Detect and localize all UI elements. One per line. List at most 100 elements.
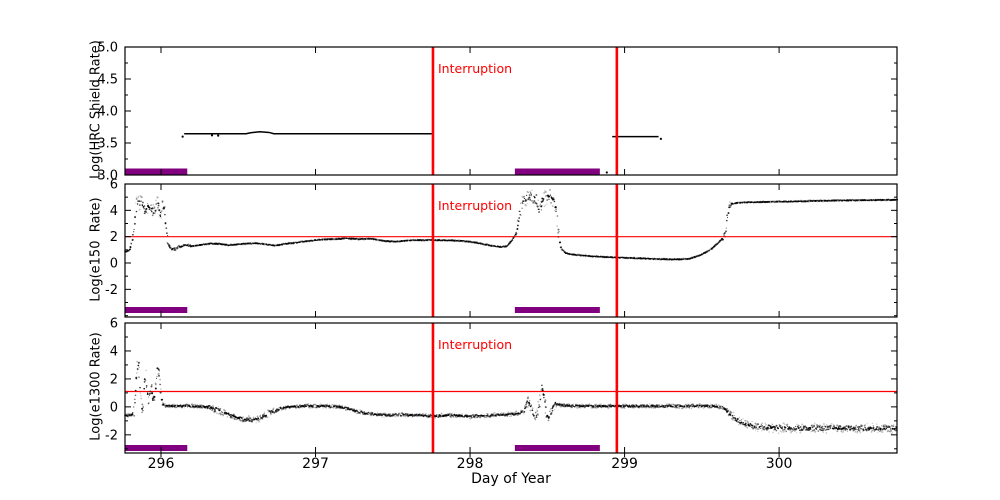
data-point: [718, 407, 721, 410]
data-point: [795, 432, 797, 434]
data-point: [515, 231, 517, 234]
data-point: [857, 199, 860, 201]
x-tick-label-298: 298: [457, 456, 484, 472]
data-point: [242, 416, 244, 418]
data-point: [741, 421, 743, 424]
data-point: [189, 407, 191, 409]
data-point: [145, 385, 148, 387]
data-point: [138, 376, 140, 378]
data-point: [314, 403, 316, 405]
data-point: [145, 369, 147, 372]
data-point: [742, 422, 745, 424]
data-point: [821, 200, 824, 202]
data-point: [549, 202, 552, 204]
data-point: [823, 429, 825, 431]
data-point: [471, 416, 473, 419]
data-point: [538, 394, 541, 397]
data-point: [542, 393, 545, 395]
data-point: [134, 216, 136, 219]
data-point: [836, 430, 839, 433]
data-point: [720, 405, 722, 407]
data-point: [555, 406, 557, 408]
data-point: [515, 232, 518, 235]
data-point: [835, 199, 837, 202]
data-point: [696, 255, 698, 257]
data-point: [595, 403, 598, 406]
data-point: [880, 431, 883, 433]
data-point: [544, 412, 547, 414]
data-point: [554, 401, 557, 404]
data-point: [856, 431, 859, 433]
data-point: [738, 201, 740, 203]
data-point: [295, 407, 298, 410]
data-point: [270, 412, 272, 415]
data-point: [307, 406, 310, 409]
support-bar: [514, 445, 600, 451]
data-point: [147, 396, 150, 398]
y-tick-label-6: 6: [110, 317, 118, 332]
data-point: [557, 231, 559, 234]
data-point: [542, 198, 545, 200]
data-point: [368, 414, 370, 416]
data-point: [268, 410, 271, 413]
data-point: [706, 250, 709, 253]
data-point: [187, 243, 189, 246]
data-point: [868, 199, 871, 202]
data-point: [846, 428, 849, 431]
data-point: [156, 202, 158, 204]
data-point: [755, 426, 758, 428]
data-point: [440, 413, 442, 415]
data-point: [533, 417, 536, 420]
data-point: [273, 244, 276, 247]
data-point: [371, 237, 373, 240]
data-point: [200, 405, 202, 407]
data-point: [337, 407, 339, 409]
data-point: [178, 244, 180, 247]
data-point: [790, 427, 792, 429]
data-point: [537, 199, 539, 201]
data-point: [701, 253, 704, 256]
data-point: [561, 403, 564, 406]
data-point: [718, 407, 720, 410]
data-point: [470, 414, 473, 417]
data-point: [403, 413, 405, 416]
data-point: [164, 405, 166, 408]
data-point: [613, 404, 615, 406]
data-point: [644, 406, 646, 408]
data-point: [154, 212, 156, 214]
data-point: [878, 426, 880, 428]
data-point: [557, 236, 560, 238]
data-point: [293, 242, 295, 244]
data-point: [568, 404, 571, 407]
data-point: [821, 427, 823, 430]
data-point: [856, 426, 859, 428]
data-point: [851, 199, 853, 201]
data-point: [815, 424, 817, 426]
data-point: [489, 415, 492, 418]
data-point: [335, 238, 338, 241]
data-point: [529, 192, 532, 194]
data-point: [571, 403, 574, 406]
data-point: [382, 240, 385, 242]
data-point: [840, 430, 843, 433]
data-point: [213, 408, 215, 410]
data-point: [196, 244, 199, 247]
data-point: [217, 413, 220, 415]
data-point: [135, 377, 138, 380]
data-point: [279, 406, 282, 409]
data-point: [682, 257, 685, 260]
data-point: [272, 408, 275, 411]
data-point: [145, 211, 147, 213]
data-point: [841, 200, 844, 202]
data-point: [683, 257, 685, 260]
data-point: [206, 243, 208, 245]
data-point: [132, 238, 134, 241]
data-point: [333, 404, 336, 407]
data-point: [702, 407, 705, 409]
data-point: [691, 256, 694, 259]
data-point: [208, 405, 211, 408]
data-point: [893, 427, 896, 430]
data-point: [762, 428, 764, 431]
data-point: [832, 423, 835, 426]
data-point: [440, 412, 443, 415]
